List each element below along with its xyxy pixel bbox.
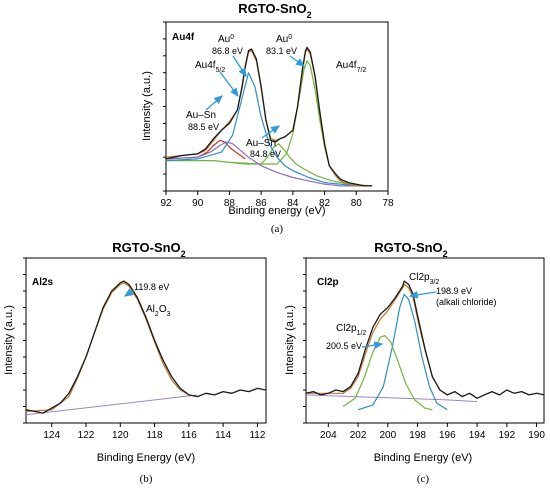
annotation-cl2p12-energy: 200.5 eV bbox=[326, 341, 362, 351]
background-line bbox=[305, 394, 478, 403]
arrow-au0-left bbox=[232, 55, 247, 78]
panel-b-title: RGTO-SnO2 bbox=[112, 240, 185, 259]
x-tick-label: 120 bbox=[112, 430, 129, 441]
panel-b-label: (b) bbox=[140, 473, 153, 485]
series-group bbox=[165, 46, 373, 187]
arrow-au0-right bbox=[289, 55, 306, 67]
x-tick-label: 202 bbox=[350, 430, 367, 441]
x-ticks: 92 90 88 86 84 82 80 78 bbox=[160, 21, 394, 209]
annotation-cl2p32-energy: 198.9 eV bbox=[436, 286, 472, 296]
x-tick-label: 122 bbox=[78, 430, 95, 441]
panel-c-title: RGTO-SnO2 bbox=[374, 240, 447, 259]
component-peak-line bbox=[165, 141, 373, 187]
x-tick-label: 80 bbox=[351, 198, 363, 209]
series-group bbox=[25, 280, 267, 416]
arrow-ausn-left bbox=[205, 95, 223, 111]
arrow-au4f52 bbox=[219, 71, 239, 98]
x-tick-label: 118 bbox=[147, 430, 163, 441]
y-axis-label: Intensity (a.u.) bbox=[3, 305, 15, 375]
x-tick-label: 90 bbox=[192, 198, 204, 209]
spectrum-line bbox=[305, 280, 545, 399]
annotation-al2o3: Al2O3 bbox=[146, 304, 171, 318]
x-tick-label: 190 bbox=[528, 430, 545, 441]
component-peak-line bbox=[166, 143, 373, 187]
x-tick-label: 112 bbox=[249, 430, 265, 441]
arrow-cl2p32 bbox=[408, 290, 437, 299]
arrow-cl2p12 bbox=[361, 341, 384, 350]
component-peak-line bbox=[165, 72, 373, 187]
annotation-ausn-left-energy: 88.5 eV bbox=[188, 122, 219, 132]
annotation-al2s-energy: 119.8 eV bbox=[134, 282, 169, 292]
panel-a-label: (a) bbox=[271, 223, 284, 235]
panel-c-label: (c) bbox=[417, 473, 430, 485]
background-line bbox=[25, 394, 198, 416]
x-axis-label: Binding energy (eV) bbox=[228, 205, 325, 217]
x-tick-label: 84 bbox=[287, 198, 299, 209]
x-tick-label: 192 bbox=[498, 430, 515, 441]
panel-b: RGTO-SnO2 Al2s Intensity (a.u.) Binding … bbox=[3, 240, 267, 485]
series-group bbox=[305, 280, 545, 411]
panel-a: RGTO-SnO2 Au4f Intensity (a.u.) Binding … bbox=[141, 1, 394, 235]
x-tick-label: 114 bbox=[215, 430, 231, 441]
x-tick-label: 78 bbox=[382, 198, 394, 209]
x-tick-label: 204 bbox=[320, 430, 337, 441]
arrow-al2s bbox=[123, 288, 135, 297]
x-tick-label: 116 bbox=[181, 430, 197, 441]
corner-label: Cl2p bbox=[317, 277, 339, 288]
annotation-alkali-chloride: (alkali chloride) bbox=[436, 297, 497, 307]
annotation-au4f52: Au4f5/2 bbox=[195, 60, 225, 74]
annotation-ausn-right: Au–Sn bbox=[246, 138, 276, 149]
component-peak-line bbox=[342, 335, 433, 411]
x-ticks: 204 202 200 198 196 194 192 190 bbox=[303, 257, 545, 441]
annotation-au0-left-energy: 86.8 eV bbox=[212, 46, 243, 56]
annotation-cl2p32: Cl2p3/2 bbox=[409, 272, 439, 286]
x-tick-label: 86 bbox=[256, 198, 268, 209]
y-axis-label: Intensity (a.u.) bbox=[284, 305, 296, 375]
x-tick-label: 124 bbox=[43, 430, 60, 441]
x-tick-label: 198 bbox=[409, 430, 426, 441]
x-tick-label: 196 bbox=[439, 430, 456, 441]
x-tick-label: 88 bbox=[224, 198, 236, 209]
panel-c: RGTO-SnO2 Cl2p Intensity (a.u.) Binding … bbox=[284, 240, 545, 485]
spectrum-line bbox=[165, 46, 373, 187]
y-axis-label: Intensity (a.u.) bbox=[141, 71, 153, 141]
x-axis-label: Binding Energy (eV) bbox=[374, 452, 472, 464]
panel-a-title: RGTO-SnO2 bbox=[238, 1, 311, 20]
annotation-ausn-right-energy: 84.8 eV bbox=[250, 149, 281, 159]
x-tick-label: 82 bbox=[319, 198, 331, 209]
x-tick-label: 200 bbox=[379, 430, 396, 441]
annotation-au4f72: Au4f7/2 bbox=[336, 60, 366, 74]
corner-label: Au4f bbox=[172, 32, 195, 43]
x-tick-label: 92 bbox=[160, 198, 172, 209]
x-axis-label: Binding Energy (eV) bbox=[97, 452, 195, 464]
corner-label: Al2s bbox=[32, 277, 54, 288]
annotation-au0-left: Au0 bbox=[218, 34, 234, 46]
annotation-cl2p12: Cl2p1/2 bbox=[336, 323, 366, 337]
x-tick-label: 194 bbox=[469, 430, 486, 441]
component-peak-line bbox=[357, 293, 448, 411]
fit-envelope-line bbox=[25, 282, 190, 412]
annotation-au0-right-energy: 83.1 eV bbox=[266, 46, 297, 56]
x-ticks: 124 122 120 118 116 114 112 bbox=[23, 257, 266, 441]
fit-envelope-line bbox=[306, 283, 448, 396]
arrow-ausn-right bbox=[261, 125, 281, 139]
annotation-ausn-left: Au–Sn bbox=[186, 110, 216, 121]
annotation-au0-right: Au0 bbox=[276, 34, 292, 46]
spectrum-line bbox=[25, 280, 267, 414]
